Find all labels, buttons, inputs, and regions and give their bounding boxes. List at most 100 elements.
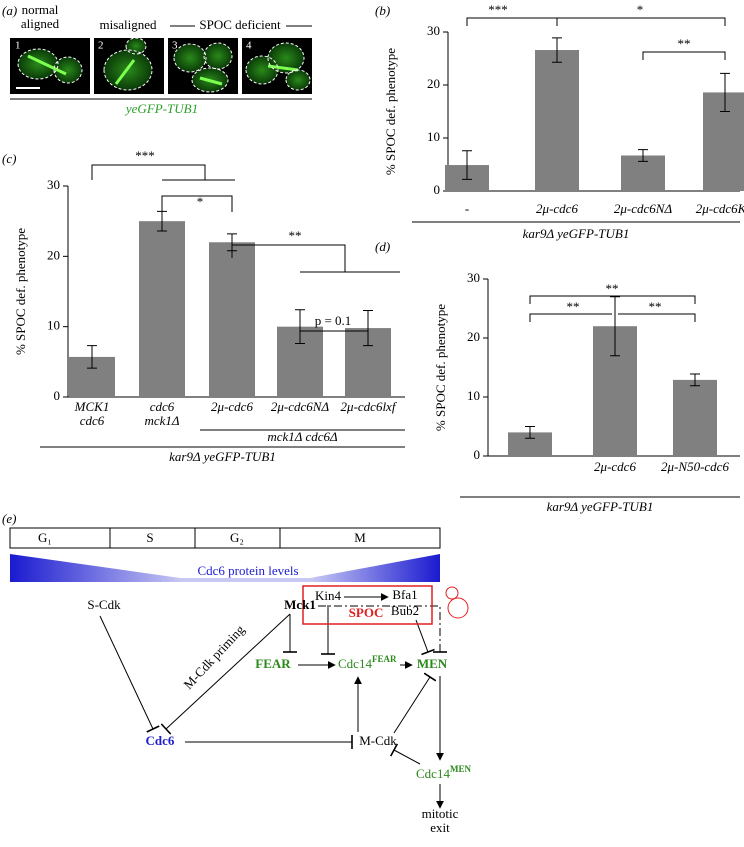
significance-bracket — [161, 195, 233, 212]
y-tick-label: 0 — [434, 182, 441, 197]
y-tick-label: 10 — [427, 129, 440, 144]
error-bar — [720, 72, 730, 112]
significance-label: ** — [649, 299, 662, 314]
node: M-Cdk — [359, 733, 397, 748]
caption: yeGFP-TUB1 — [124, 101, 198, 116]
bar — [139, 221, 185, 397]
x-tick-label: MCK1 cdc6 — [74, 399, 110, 428]
significance-bracket — [529, 313, 696, 322]
significance-label: ** — [289, 228, 302, 243]
header: SPOC deficient — [199, 17, 281, 32]
y-tick-label: 30 — [427, 23, 440, 38]
phase: M — [354, 530, 366, 545]
node: Cdc14MEN — [416, 764, 471, 781]
node: Cdc14FEAR — [338, 654, 397, 671]
phase: G₂ — [230, 530, 244, 545]
bar — [703, 92, 744, 191]
y-axis-label: % SPOC def. phenotype — [433, 304, 448, 431]
bar — [535, 50, 579, 191]
significance-label: *** — [488, 2, 508, 17]
error-bar — [87, 345, 97, 369]
phase: S — [146, 530, 153, 545]
chart: (b) 0 10 20 30 % SPOC def. phenotype - 2μ-cdc6 2… — [375, 2, 744, 241]
node: FEAR — [255, 656, 291, 671]
significance-bracket — [529, 295, 696, 304]
node-label: Cdc14 — [338, 656, 372, 671]
cdc6-gradient — [10, 554, 440, 582]
node: Kin4 — [315, 588, 342, 603]
significance-bracket — [466, 17, 726, 26]
spoc-box — [302, 585, 433, 625]
image-number: 2 — [98, 40, 104, 52]
error-bar — [462, 150, 472, 180]
panel-e: (e) G₁ S G₂ M Cdc6 protein levels M-Cdk … — [2, 511, 471, 835]
node-label: Cdc14 — [416, 766, 450, 781]
image-number: 3 — [172, 40, 178, 52]
y-tick-label: 10 — [47, 318, 60, 333]
significance-bracket — [91, 164, 235, 181]
significance-label: *** — [135, 148, 155, 163]
group-label: mck1Δ cdc6Δ — [267, 429, 338, 444]
significance-label: * — [637, 2, 644, 17]
phase: G₁ — [38, 530, 52, 545]
significance-label: ** — [678, 36, 691, 51]
node-sup: MEN — [450, 764, 471, 774]
node: MEN — [417, 656, 448, 671]
phase-bar — [9, 527, 441, 549]
significance-label: ** — [606, 281, 619, 296]
x-tick-label: - — [465, 201, 469, 216]
bar — [508, 432, 552, 456]
y-axis-label: % SPOC def. phenotype — [383, 48, 398, 175]
header: normal aligned — [21, 2, 60, 31]
image-number: 4 — [246, 40, 252, 52]
node-sup: FEAR — [372, 654, 397, 664]
significance-bracket — [642, 51, 726, 60]
error-bar — [638, 149, 648, 162]
y-axis-label: % SPOC def. phenotype — [13, 228, 28, 355]
image-number: 1 — [15, 40, 21, 52]
panel-label: (e) — [2, 511, 16, 526]
micrographs — [10, 37, 312, 94]
y-tick-label: 20 — [467, 329, 480, 344]
x-axis-label: kar9Δ yeGFP-TUB1 — [523, 226, 630, 241]
x-axis-label: kar9Δ yeGFP-TUB1 — [547, 499, 654, 514]
node: SPOC — [349, 605, 384, 620]
significance-bracket — [299, 330, 369, 340]
x-tick-label: 2μ-cdc6NΔ — [271, 399, 330, 414]
node: S-Cdk — [87, 597, 121, 612]
chart: (d) 0 10 20 30 % SPOC def. phenotype 2μ-cdc6 2μ… — [375, 239, 740, 514]
node: Cdc6 — [146, 733, 175, 748]
significance-label: p = 0.1 — [315, 313, 352, 328]
x-tick-label: 2μ-cdc6lxf — [341, 399, 398, 414]
node: Bfa1 — [392, 587, 417, 602]
bar — [673, 379, 717, 456]
panel-label: (a) — [2, 3, 17, 18]
node: mitotic exit — [422, 806, 459, 835]
gradient-label: Cdc6 protein levels — [197, 563, 298, 578]
node: Mck1 — [284, 597, 316, 612]
panel-a: (a) normal aligned misaligned SPOC defici… — [2, 2, 312, 116]
y-tick-label: 0 — [54, 388, 61, 403]
x-tick-label: 2μ-cdc6KE — [696, 201, 744, 216]
x-tick-label: 2μ-N50-cdc6 — [661, 459, 729, 474]
x-tick-label: 2μ-cdc6 — [536, 201, 578, 216]
panel-label: (b) — [375, 3, 390, 18]
x-axis-label: kar9Δ yeGFP-TUB1 — [169, 449, 276, 464]
y-tick-label: 0 — [474, 447, 481, 462]
y-tick-label: 20 — [427, 76, 440, 91]
y-tick-label: 30 — [467, 270, 480, 285]
edges — [99, 593, 447, 809]
x-tick-label: 2μ-cdc6 — [211, 399, 253, 414]
spoc-icon — [445, 586, 469, 619]
x-tick-label: cdc6 mck1Δ — [144, 399, 179, 428]
error-bar — [552, 37, 562, 63]
y-tick-label: 20 — [47, 247, 60, 262]
header: misaligned — [99, 17, 157, 32]
significance-label: * — [197, 194, 204, 209]
bar — [209, 242, 255, 397]
edge-label: M-Cdk priming — [180, 622, 247, 693]
panel-label: (c) — [2, 151, 16, 166]
significance-bracket — [231, 244, 400, 273]
error-bar — [610, 296, 620, 357]
